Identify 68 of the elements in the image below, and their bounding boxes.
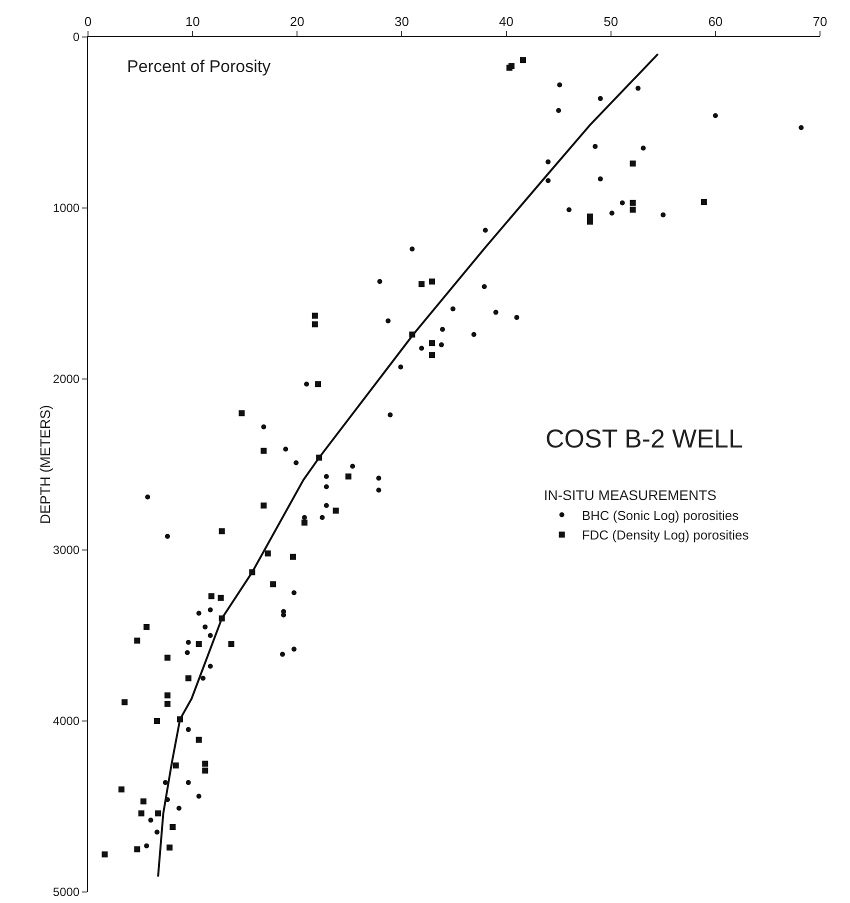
y-tick-label: 3000 — [52, 543, 80, 558]
point — [102, 851, 108, 858]
point — [218, 594, 224, 601]
point — [196, 641, 202, 648]
point — [429, 352, 436, 358]
point — [170, 824, 176, 830]
point — [166, 844, 173, 851]
point — [315, 381, 322, 388]
legend-label: BHC (Sonic Log) porosities — [582, 508, 740, 523]
legend-title: IN-SITU MEASUREMENTS — [544, 486, 717, 503]
point — [202, 768, 208, 774]
y-tick-label: 0 — [72, 30, 80, 44]
x-tick-label: 60 — [708, 14, 723, 29]
point — [172, 762, 179, 768]
point — [144, 624, 150, 630]
point — [429, 340, 436, 346]
point — [630, 206, 636, 213]
point — [155, 810, 162, 816]
point — [164, 692, 170, 698]
point — [138, 810, 144, 816]
point — [270, 581, 276, 588]
point — [418, 281, 425, 288]
point — [290, 554, 296, 560]
point — [202, 760, 208, 767]
x-tick-label: 0 — [84, 14, 92, 29]
point — [332, 508, 339, 514]
point — [586, 218, 593, 225]
point — [196, 736, 202, 743]
point — [164, 654, 170, 661]
x-tick-label: 30 — [394, 14, 409, 29]
point — [208, 593, 214, 600]
point — [312, 312, 318, 319]
point — [312, 321, 318, 328]
point — [630, 160, 636, 167]
point — [118, 786, 124, 792]
point — [260, 502, 267, 509]
x-axis-title: Percent of Porosity — [127, 57, 272, 76]
point — [228, 641, 234, 648]
x-tick-label: 50 — [604, 14, 618, 29]
point — [700, 199, 707, 206]
point — [520, 57, 526, 64]
point — [154, 718, 160, 724]
text: COST B-2 WELL — [546, 423, 743, 454]
point — [345, 473, 352, 480]
point — [264, 550, 271, 556]
y-tick-label: 1000 — [52, 201, 80, 216]
y-tick-label: 4000 — [52, 714, 80, 728]
point — [301, 520, 308, 526]
point — [429, 278, 436, 285]
point — [134, 846, 140, 852]
point — [185, 675, 192, 682]
point — [164, 700, 170, 707]
y-tick-label: 5000 — [52, 885, 80, 900]
x-tick-label: 10 — [185, 14, 200, 29]
x-tick-label: 20 — [290, 14, 304, 29]
x-tick-label: 70 — [812, 14, 828, 29]
x-tick-label: 40 — [499, 14, 514, 29]
point — [140, 798, 146, 804]
point — [508, 63, 515, 70]
y-tick-label: 2000 — [52, 372, 80, 386]
y-axis-title: DEPTH (METERS) — [37, 405, 53, 524]
point — [238, 410, 245, 416]
point — [134, 638, 140, 644]
point — [122, 699, 128, 706]
point — [218, 528, 225, 534]
legend-label: FDC (Density Log) porosities — [582, 528, 750, 543]
point — [630, 200, 636, 206]
point — [260, 448, 267, 454]
